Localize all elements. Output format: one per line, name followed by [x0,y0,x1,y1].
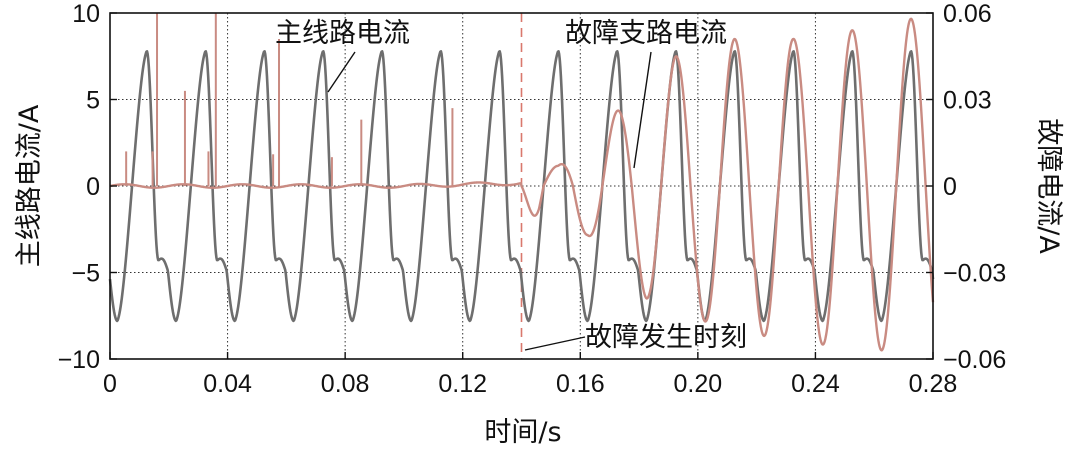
x-tick-label: 0.28 [909,370,958,398]
fault-time-label: 故障发生时刻 [585,322,747,353]
fault-branch-label: 故障支路电流 [565,18,727,49]
x-tick-label: 0.08 [321,370,370,398]
y-left-tick-label: −5 [71,260,100,288]
y-right-tick-label: −0.06 [943,346,1006,374]
y-left-axis-title: 主线路电流/A [14,104,45,267]
x-axis-title: 时间/s [484,417,561,448]
y-right-tick-label: 0 [943,173,957,201]
tick-labels: 0 0.04 0.08 0.12 0.16 0.20 0.24 0.28 −10 −5 0 5 10 −0… [58,0,1007,398]
main-line-current-series [108,50,935,323]
y-right-tick-label: −0.03 [943,260,1006,288]
x-tick-label: 0.20 [674,370,723,398]
x-tick-label: 0.04 [203,370,252,398]
fault-time-leader [524,336,586,351]
x-tick-label: 0.16 [556,370,605,398]
y-right-tick-label: 0.06 [943,0,992,28]
series-layer [108,13,935,352]
x-tick-label: 0.12 [438,370,487,398]
y-left-tick-label: −10 [58,346,100,374]
x-tick-label: 0.24 [791,370,840,398]
y-left-tick-label: 5 [86,87,100,115]
y-left-tick-label: 10 [72,0,100,28]
fault-branch-current-series [109,17,935,352]
main-line-leader [327,51,356,93]
annotations: 主线路电流 故障支路电流 故障发生时刻 [275,18,747,353]
y-right-axis-title: 故障电流/A [1033,118,1064,254]
plot-frame [109,12,934,360]
main-line-label: 主线路电流 [275,18,410,49]
x-tick-label: 0 [103,370,117,398]
y-right-tick-label: 0.03 [943,87,992,115]
y-left-tick-label: 0 [86,173,100,201]
fault-branch-leader [633,51,652,169]
